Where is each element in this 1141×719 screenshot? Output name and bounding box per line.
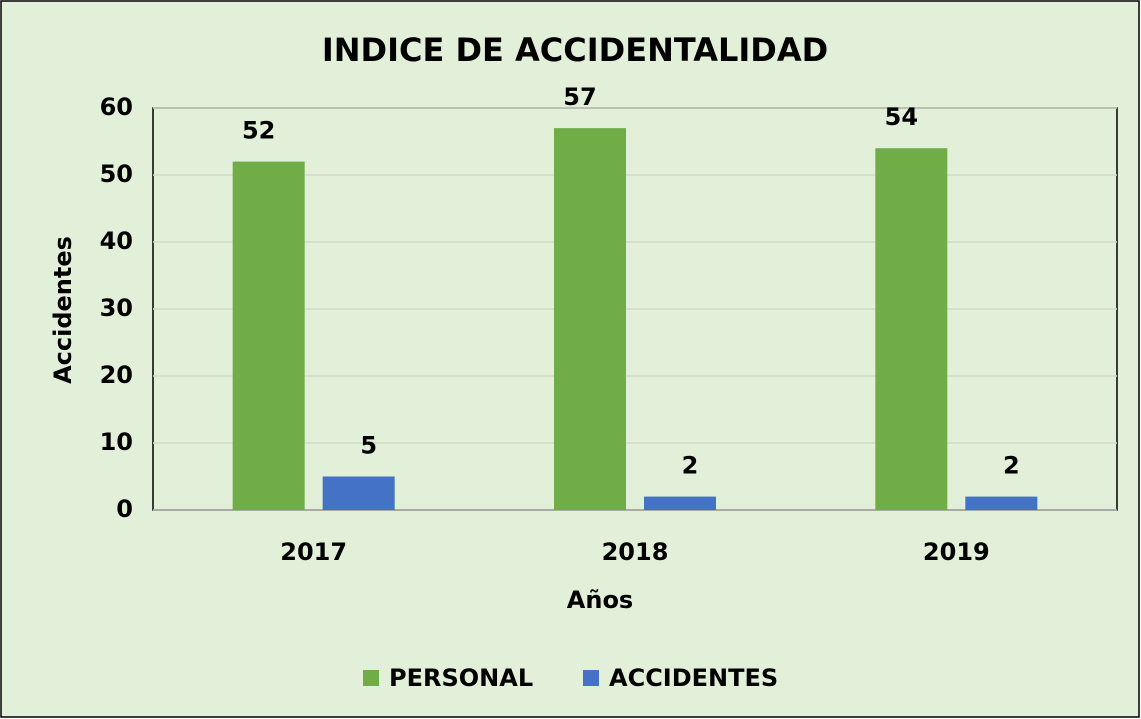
y-tick-label: 0 [116,495,133,523]
x-tick-label: 2017 [280,538,347,566]
bar [965,496,1038,510]
legend-swatch [363,670,379,686]
chart-title: INDICE DE ACCIDENTALIDAD [322,31,828,69]
y-tick-label: 30 [100,294,133,322]
data-label: 2 [1003,452,1020,480]
data-label: 57 [563,83,596,111]
data-label: 2 [682,452,699,480]
y-tick-label: 10 [100,428,133,456]
x-tick-label: 2018 [602,538,669,566]
legend-label: ACCIDENTES [609,664,778,692]
data-label: 5 [360,432,377,460]
y-tick-label: 40 [100,227,133,255]
data-label: 52 [242,117,275,145]
legend-label: PERSONAL [389,664,533,692]
x-axis-label: Años [567,586,633,614]
y-axis-label: Accidentes [49,236,77,384]
y-tick-label: 20 [100,361,133,389]
data-label: 54 [885,103,918,131]
x-tick-label: 2019 [923,538,990,566]
bar [875,148,948,510]
bar [322,476,395,510]
y-tick-label: 50 [100,160,133,188]
bar [232,161,305,510]
bar [554,128,626,510]
legend-swatch [583,670,599,686]
bar [644,496,716,510]
y-tick-label: 60 [100,93,133,121]
